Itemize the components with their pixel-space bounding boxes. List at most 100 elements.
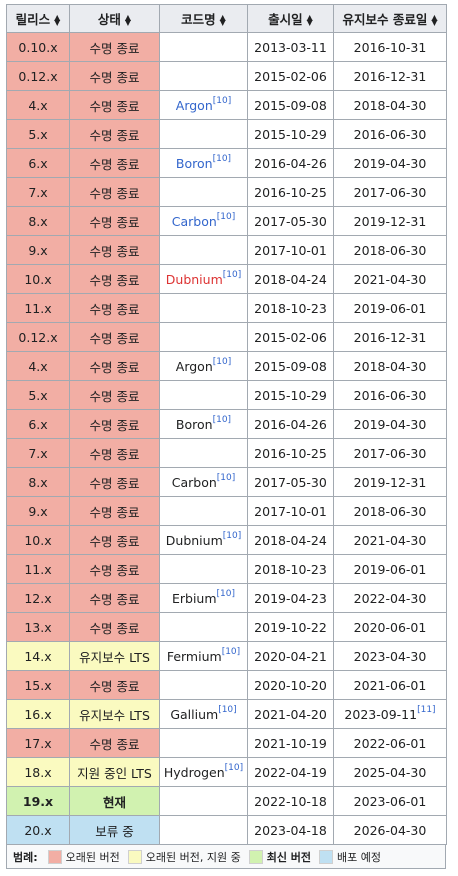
status-cell: 수명 종료: [69, 438, 160, 468]
release-date-cell: 2015-10-29: [247, 380, 334, 410]
sort-arrows-icon[interactable]: ▲ ▼: [219, 12, 226, 27]
status-cell: 수명 종료: [69, 322, 160, 352]
eol-date-cell: 2023-06-01: [333, 786, 447, 816]
status-cell: 수명 종료: [69, 32, 160, 62]
reference-link[interactable]: [10]: [212, 357, 232, 368]
reference-link[interactable]: [10]: [218, 705, 237, 716]
status-cell: 수명 종료: [69, 90, 160, 120]
release-date-cell: 2015-10-29: [247, 119, 334, 149]
codename-cell: Gallium[10]: [159, 699, 248, 729]
status-cell: 수명 종료: [69, 554, 160, 584]
eol-date-cell: 2016-10-31: [333, 32, 447, 62]
sort-arrows-icon[interactable]: ▲ ▼: [54, 12, 61, 27]
reference-link[interactable]: [10]: [216, 589, 236, 600]
eol-date-cell: 2022-06-01: [333, 728, 447, 758]
header-codename[interactable]: 코드명 ▲ ▼: [159, 4, 248, 33]
release-date-cell: 2019-04-23: [247, 583, 334, 613]
release-cell: 5.x: [6, 380, 70, 410]
codename-cell: Erbium[10]: [159, 583, 248, 613]
codename-link: Argon: [175, 358, 213, 374]
release-table-container: 릴리스 ▲ ▼ 상태 ▲ ▼ 코드명 ▲ ▼ 출시일 ▲ ▼ 유지보수 종료일 ▲ ▼ 0.10.x…: [6, 4, 447, 869]
reference-link[interactable]: [10]: [222, 270, 242, 281]
sort-arrows-icon[interactable]: ▲ ▼: [306, 12, 313, 27]
reference-link[interactable]: [10]: [212, 96, 232, 107]
codename-link: Gallium: [170, 706, 219, 722]
codename-link: Boron: [175, 416, 213, 432]
codename-cell: Carbon[10]: [159, 467, 248, 497]
eol-date-cell: 2017-06-30: [333, 438, 447, 468]
eol-date-cell: 2019-04-30: [333, 148, 447, 178]
codename-link[interactable]: Boron: [175, 155, 213, 171]
codename-cell: Boron[10]: [159, 409, 248, 439]
release-cell: 13.x: [6, 612, 70, 642]
status-cell: 유지보수 LTS: [69, 699, 160, 729]
codename-cell: Dubnium[10]: [159, 264, 248, 294]
status-cell: 수명 종료: [69, 670, 160, 700]
eol-date-cell: 2016-06-30: [333, 119, 447, 149]
eol-date-cell: 2018-04-30: [333, 351, 447, 381]
status-cell: 수명 종료: [69, 409, 160, 439]
codename-link[interactable]: Carbon: [171, 213, 217, 229]
codename-cell: [159, 32, 248, 62]
release-date-cell: 2016-10-25: [247, 177, 334, 207]
codename-link[interactable]: Dubnium: [165, 271, 223, 287]
table-row: 20.x 보류 중 2023-04-18 2026-04-30: [6, 815, 447, 845]
reference-link[interactable]: [10]: [222, 531, 242, 542]
reference-link[interactable]: [10]: [224, 763, 244, 774]
release-cell: 7.x: [6, 177, 70, 207]
release-date-cell: 2016-04-26: [247, 409, 334, 439]
reference-link[interactable]: [10]: [212, 415, 232, 426]
release-cell: 9.x: [6, 235, 70, 265]
codename-link[interactable]: Argon: [175, 97, 213, 113]
reference-link[interactable]: [10]: [216, 473, 236, 484]
header-row: 릴리스 ▲ ▼ 상태 ▲ ▼ 코드명 ▲ ▼ 출시일 ▲ ▼ 유지보수 종료일 ▲ ▼: [6, 4, 447, 33]
table-row: 10.x 수명 종료 Dubnium[10] 2018-04-24 2021-04-30: [6, 264, 447, 294]
codename-cell: Carbon[10]: [159, 206, 248, 236]
codename-cell: [159, 438, 248, 468]
release-cell: 0.12.x: [6, 322, 70, 352]
release-cell: 19.x: [6, 786, 70, 816]
table-row: 13.x 수명 종료 2019-10-22 2020-06-01: [6, 612, 447, 642]
codename-cell: [159, 235, 248, 265]
header-status[interactable]: 상태 ▲ ▼: [69, 4, 160, 33]
eol-date-cell: 2019-06-01: [333, 554, 447, 584]
reference-link[interactable]: [11]: [417, 705, 436, 716]
status-cell: 수명 종료: [69, 293, 160, 323]
codename-cell: [159, 61, 248, 91]
release-cell: 6.x: [6, 148, 70, 178]
codename-cell: [159, 670, 248, 700]
release-date-cell: 2013-03-11: [247, 32, 334, 62]
release-table-body: 0.10.x 수명 종료 2013-03-11 2016-10-31 0.12.x 수명 …: [6, 32, 447, 845]
legend-item-planned: 배포 예정: [315, 849, 381, 865]
header-eol-date[interactable]: 유지보수 종료일 ▲ ▼: [333, 4, 447, 33]
eol-date-cell: 2019-12-31: [333, 467, 447, 497]
sort-arrows-icon[interactable]: ▲ ▼: [124, 12, 132, 27]
release-date-cell: 2021-04-20: [247, 699, 334, 729]
eol-date-cell: 2018-06-30: [333, 235, 447, 265]
eol-date-cell: 2017-06-30: [333, 177, 447, 207]
reference-link[interactable]: [10]: [212, 154, 232, 165]
codename-cell: Fermium[10]: [159, 641, 248, 671]
eol-date-cell: 2022-04-30: [333, 583, 447, 613]
legend-label: 범례:: [13, 850, 38, 864]
codename-cell: Dubnium[10]: [159, 525, 248, 555]
table-row: 12.x 수명 종료 Erbium[10] 2019-04-23 2022-04-30: [6, 583, 447, 613]
table-row: 0.12.x 수명 종료 2015-02-06 2016-12-31: [6, 322, 447, 352]
eol-date-cell: 2018-04-30: [333, 90, 447, 120]
reference-link[interactable]: [10]: [216, 212, 236, 223]
header-release[interactable]: 릴리스 ▲ ▼: [6, 4, 70, 33]
release-date-cell: 2015-09-08: [247, 351, 334, 381]
codename-link: Erbium: [171, 590, 217, 606]
reference-link[interactable]: [10]: [221, 647, 241, 658]
codename-link: Fermium: [166, 648, 222, 664]
table-row: 0.10.x 수명 종료 2013-03-11 2016-10-31: [6, 32, 447, 62]
codename-cell: [159, 728, 248, 758]
sort-arrows-icon[interactable]: ▲ ▼: [431, 12, 438, 27]
eol-date-cell: 2016-12-31: [333, 61, 447, 91]
legend: 범례: 오래된 버전 오래된 버전, 지원 중 최신 버전 배포 예정: [6, 845, 446, 869]
table-row: 6.x 수명 종료 Boron[10] 2016-04-26 2019-04-30: [6, 409, 447, 439]
release-cell: 4.x: [6, 351, 70, 381]
header-release-date[interactable]: 출시일 ▲ ▼: [247, 4, 334, 33]
codename-cell: [159, 380, 248, 410]
table-row: 17.x 수명 종료 2021-10-19 2022-06-01: [6, 728, 447, 758]
